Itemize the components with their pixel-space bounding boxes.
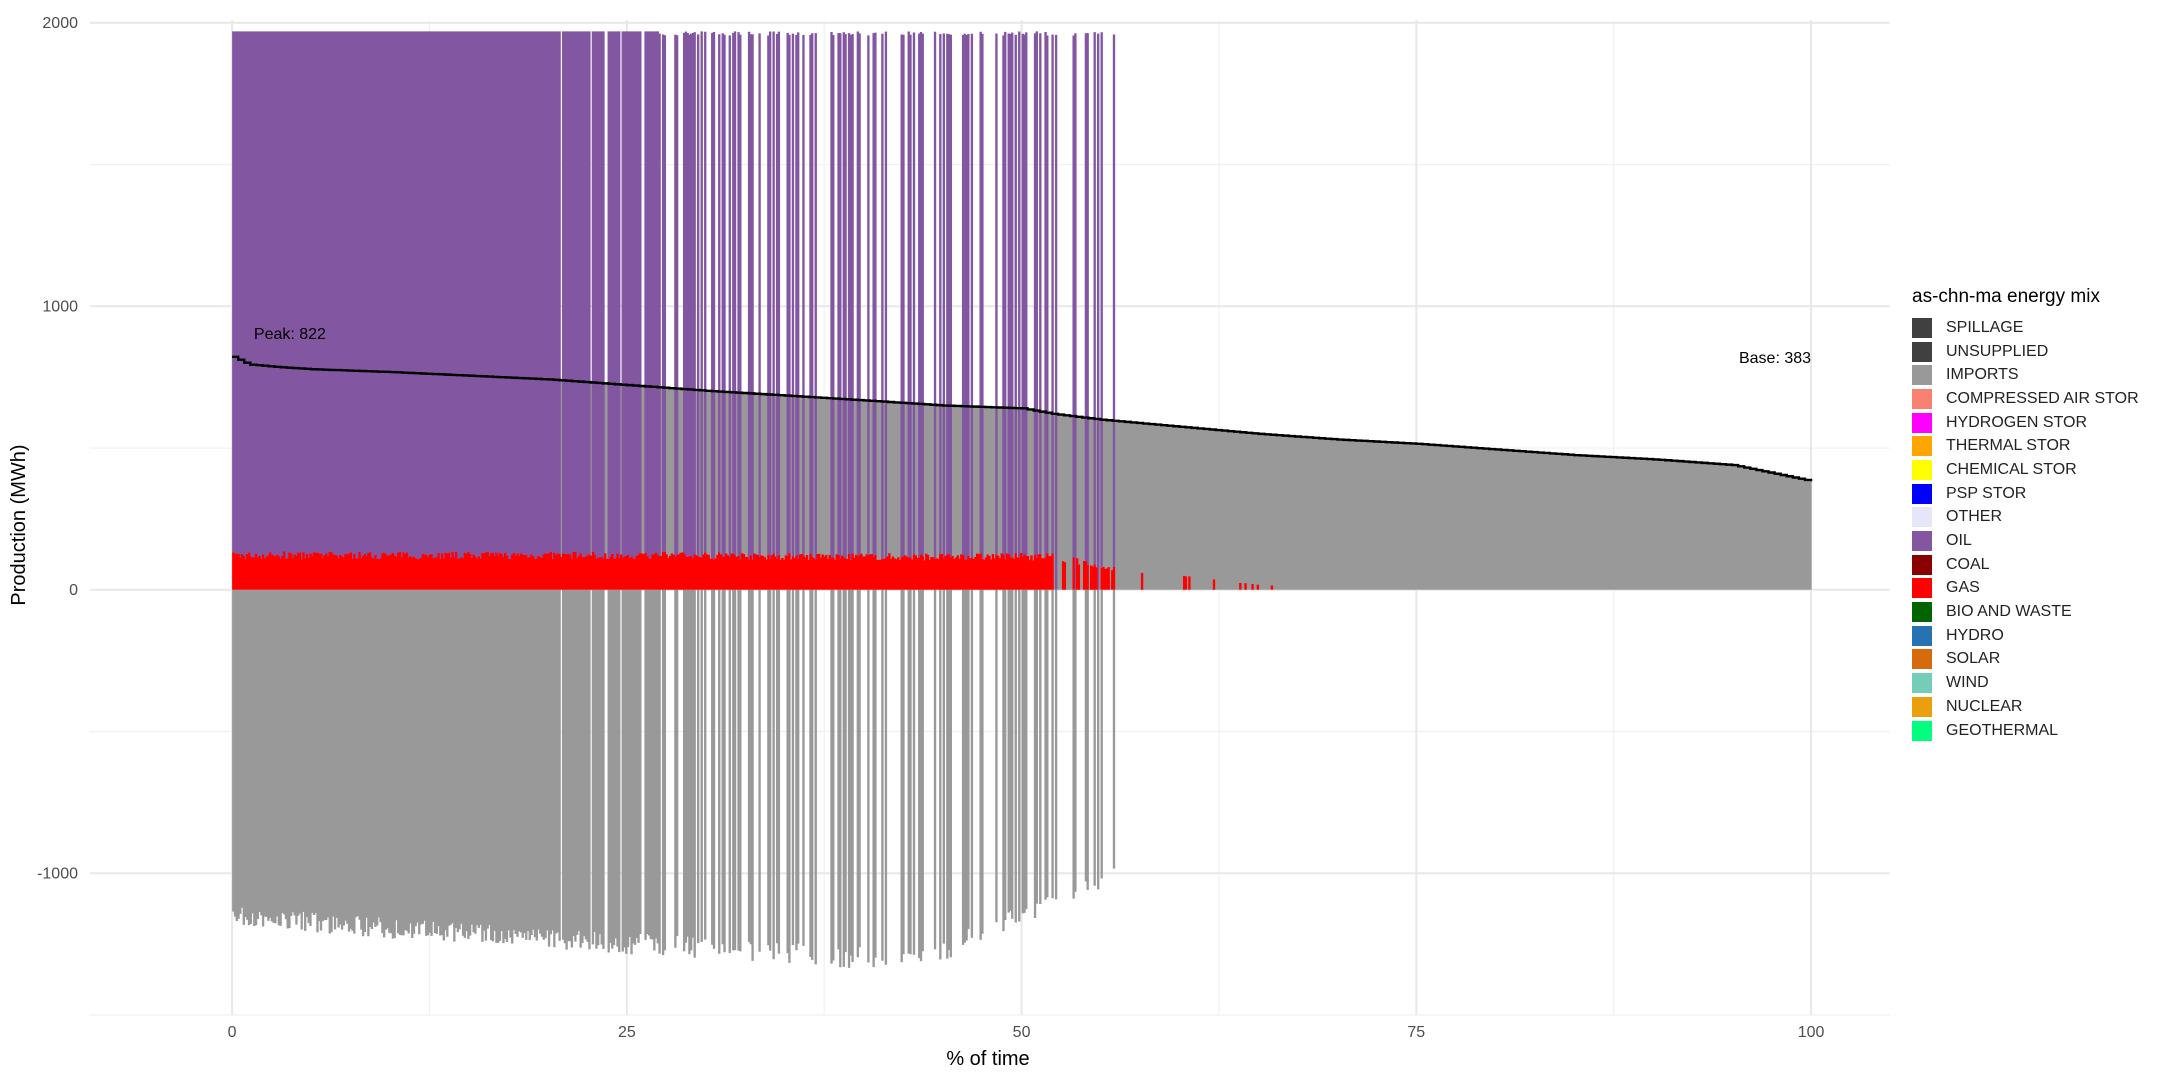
legend-item: SOLAR bbox=[1912, 648, 2139, 672]
legend-swatch bbox=[1912, 578, 1932, 599]
legend-item: GAS bbox=[1912, 577, 2139, 601]
base-annotation: Base: 383 bbox=[1739, 350, 1811, 367]
legend-item: COAL bbox=[1912, 553, 2139, 577]
legend-swatch bbox=[1912, 341, 1932, 362]
legend-item: COMPRESSED AIR STOR bbox=[1912, 387, 2139, 411]
legend-label: CHEMICAL STOR bbox=[1946, 460, 2077, 478]
legend-label: BIO AND WASTE bbox=[1946, 603, 2072, 621]
y-tick-label: 1000 bbox=[42, 298, 78, 315]
x-tick-label: 0 bbox=[228, 1024, 237, 1041]
legend-label: GEOTHERMAL bbox=[1946, 721, 2059, 739]
legend-label: NUCLEAR bbox=[1946, 697, 2023, 715]
gas-area bbox=[232, 551, 1274, 590]
axis-ticks: 0 25 50 75 100 -1000 0 1000 2000 bbox=[37, 15, 1824, 1041]
oil-area bbox=[232, 31, 1116, 590]
legend-item: OIL bbox=[1912, 529, 2139, 553]
legend-item: GEOTHERMAL bbox=[1912, 719, 2139, 743]
legend-swatch bbox=[1912, 696, 1932, 717]
legend-item: OTHER bbox=[1912, 506, 2139, 530]
x-axis-title: % of time bbox=[946, 1048, 1029, 1070]
legend-label: UNSUPPLIED bbox=[1946, 342, 2049, 360]
legend-swatch bbox=[1912, 365, 1932, 386]
legend-item: HYDROGEN STOR bbox=[1912, 411, 2139, 435]
legend-label: SOLAR bbox=[1946, 650, 2001, 668]
legend-swatch bbox=[1912, 625, 1932, 646]
x-tick-label: 100 bbox=[1798, 1024, 1825, 1041]
energy-mix-chart: 0 25 50 75 100 -1000 0 1000 2000 Peak: 822 Base: … bbox=[8, 15, 1890, 1070]
legend-label: GAS bbox=[1946, 579, 1980, 597]
legend-swatch bbox=[1912, 602, 1932, 623]
y-tick-label: 2000 bbox=[42, 15, 78, 32]
legend-swatch bbox=[1912, 649, 1932, 670]
legend-item: NUCLEAR bbox=[1912, 695, 2139, 719]
y-tick-label: -1000 bbox=[37, 865, 78, 882]
legend-label: OIL bbox=[1946, 532, 1972, 550]
legend-item: SPILLAGE bbox=[1912, 316, 2139, 340]
legend-item: WIND bbox=[1912, 671, 2139, 695]
legend-swatch bbox=[1912, 483, 1932, 504]
x-tick-label: 50 bbox=[1013, 1024, 1031, 1041]
legend-item: PSP STOR bbox=[1912, 482, 2139, 506]
imports-negative-area bbox=[232, 589, 1116, 968]
legend-item: IMPORTS bbox=[1912, 363, 2139, 387]
legend-label: IMPORTS bbox=[1946, 366, 2019, 384]
legend-items: SPILLAGE UNSUPPLIED IMPORTS COMPRESSED AIR … bbox=[1912, 316, 2139, 742]
legend-label: COAL bbox=[1946, 555, 1990, 573]
peak-annotation: Peak: 822 bbox=[254, 326, 326, 343]
legend-swatch bbox=[1912, 673, 1932, 694]
legend-label: COMPRESSED AIR STOR bbox=[1946, 389, 2139, 407]
legend-swatch bbox=[1912, 436, 1932, 457]
legend-swatch bbox=[1912, 388, 1932, 409]
legend-label: THERMAL STOR bbox=[1946, 437, 2071, 455]
legend-label: SPILLAGE bbox=[1946, 318, 2024, 336]
legend-swatch bbox=[1912, 507, 1932, 528]
x-tick-label: 75 bbox=[1407, 1024, 1425, 1041]
legend: as-chn-ma energy mix SPILLAGE UNSUPPLIED I… bbox=[1912, 286, 2139, 742]
legend-label: PSP STOR bbox=[1946, 484, 2027, 502]
load-duration-curve-group bbox=[232, 355, 1813, 482]
legend-title: as-chn-ma energy mix bbox=[1912, 286, 2100, 307]
legend-label: OTHER bbox=[1946, 508, 2002, 526]
legend-item: THERMAL STOR bbox=[1912, 434, 2139, 458]
legend-item: UNSUPPLIED bbox=[1912, 340, 2139, 364]
legend-label: WIND bbox=[1946, 674, 1989, 692]
legend-label: HYDRO bbox=[1946, 626, 2004, 644]
legend-swatch bbox=[1912, 412, 1932, 433]
production-areas bbox=[232, 31, 1812, 968]
legend-item: HYDRO bbox=[1912, 624, 2139, 648]
legend-swatch bbox=[1912, 554, 1932, 575]
x-tick-label: 25 bbox=[618, 1024, 636, 1041]
legend-swatch bbox=[1912, 317, 1932, 338]
legend-item: CHEMICAL STOR bbox=[1912, 458, 2139, 482]
legend-swatch bbox=[1912, 459, 1932, 480]
y-axis-title: Production (MWh) bbox=[8, 444, 30, 605]
annotations: Peak: 822 Base: 383 bbox=[254, 326, 1811, 367]
legend-label: HYDROGEN STOR bbox=[1946, 413, 2088, 431]
legend-swatch bbox=[1912, 531, 1932, 552]
legend-swatch bbox=[1912, 720, 1932, 741]
legend-item: BIO AND WASTE bbox=[1912, 600, 2139, 624]
y-tick-label: 0 bbox=[69, 582, 78, 599]
load-duration-curve bbox=[232, 355, 1813, 482]
